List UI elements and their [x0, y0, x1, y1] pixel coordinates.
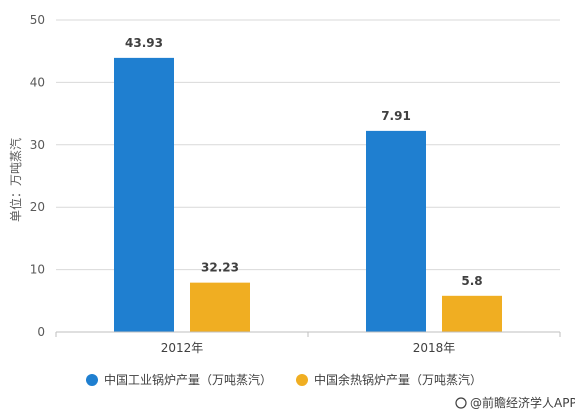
bar-industrial [114, 57, 174, 332]
y-tick-label: 40 [30, 75, 45, 89]
data-label: 32.23 [201, 261, 239, 275]
legend-marker [86, 374, 98, 386]
bar-waste-heat [190, 282, 250, 332]
data-label: 5.8 [461, 274, 482, 288]
bar-waste-heat [442, 295, 502, 332]
y-axis-ticks: 0 10 20 30 40 50 [30, 13, 45, 339]
y-tick-label: 0 [37, 325, 45, 339]
bar-industrial [366, 130, 426, 332]
y-axis-label: 单位：万吨蒸汽 [8, 138, 23, 222]
legend-label: 中国余热锅炉产量（万吨蒸汽） [314, 372, 482, 387]
x-tick-label: 2012年 [161, 341, 204, 355]
legend-marker [296, 374, 308, 386]
y-tick-label: 50 [30, 13, 45, 27]
y-tick-label: 20 [30, 200, 45, 214]
data-label: 43.93 [125, 36, 163, 50]
data-labels: 43.93 32.23 7.91 5.8 [125, 36, 483, 288]
legend-label: 中国工业锅炉产量（万吨蒸汽） [104, 372, 272, 387]
y-tick-label: 10 [30, 263, 45, 277]
data-label: 7.91 [381, 109, 411, 123]
credit-text: @前瞻经济学人APP [470, 395, 575, 410]
y-tick-label: 30 [30, 138, 45, 152]
x-axis: 2012年 2018年 [55, 331, 561, 355]
legend: 中国工业锅炉产量（万吨蒸汽） 中国余热锅炉产量（万吨蒸汽） [86, 372, 482, 387]
credit-group: @前瞻经济学人APP [455, 395, 575, 410]
x-tick-label: 2018年 [413, 341, 456, 355]
bars [114, 57, 502, 332]
app-logo-icon [455, 397, 467, 409]
